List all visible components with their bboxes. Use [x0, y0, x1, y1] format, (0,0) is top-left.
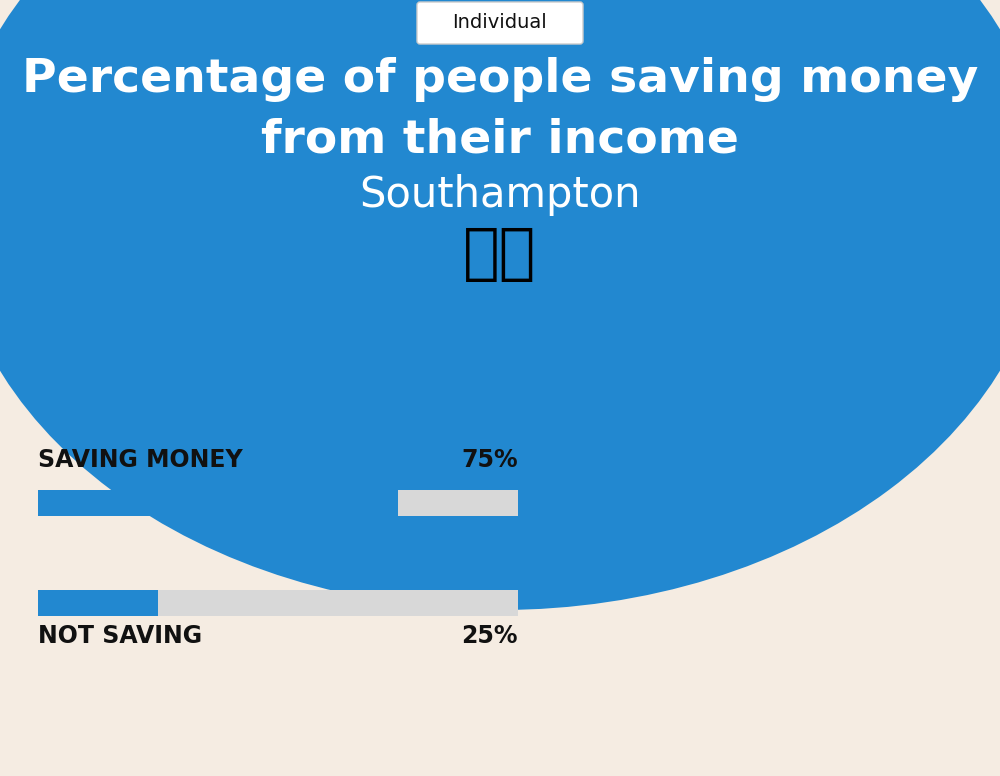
Bar [38, 590, 518, 616]
Bar [38, 590, 158, 616]
Text: Individual: Individual [453, 13, 547, 33]
Bar [38, 490, 518, 516]
Text: 🇬🇧: 🇬🇧 [463, 226, 537, 285]
Ellipse shape [0, 0, 1000, 610]
Text: Percentage of people saving money: Percentage of people saving money [22, 57, 978, 102]
Bar [38, 490, 398, 516]
Text: SAVING MONEY: SAVING MONEY [38, 448, 243, 472]
Text: 75%: 75% [461, 448, 518, 472]
FancyBboxPatch shape [417, 2, 583, 44]
Text: Southampton: Southampton [359, 174, 641, 216]
Text: 25%: 25% [462, 624, 518, 648]
Text: NOT SAVING: NOT SAVING [38, 624, 202, 648]
Text: from their income: from their income [261, 117, 739, 162]
